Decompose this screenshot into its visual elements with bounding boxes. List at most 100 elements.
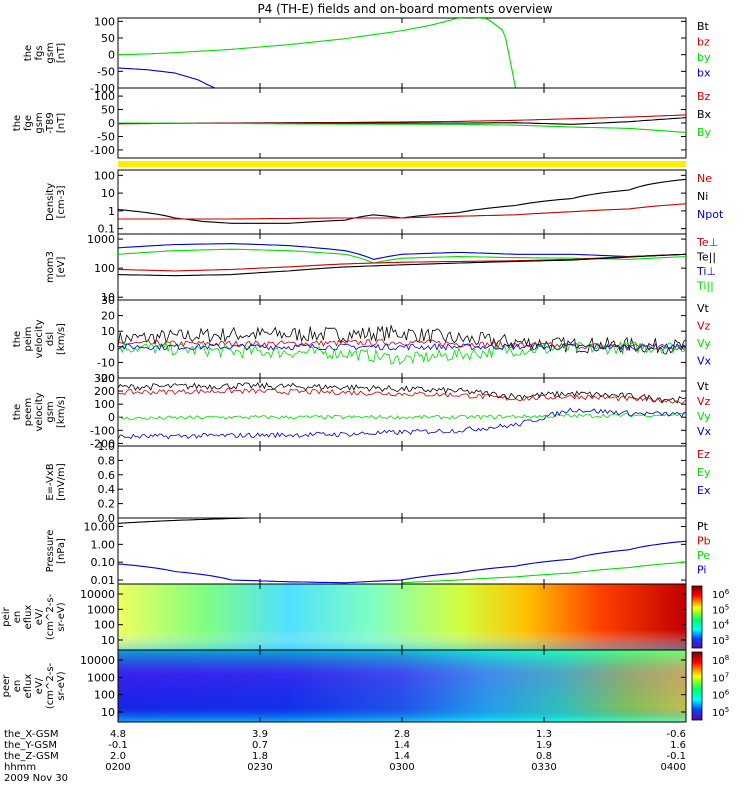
- y-tick-label: 50: [101, 104, 115, 117]
- legend-vt: Vt: [697, 302, 710, 315]
- y-tick-label: 10000: [80, 588, 115, 601]
- colorbar-tick-label: 106: [712, 588, 730, 601]
- ephemeris-value: 1.9: [536, 740, 552, 751]
- series-ti: [118, 243, 686, 260]
- legend-te: Te||: [696, 251, 716, 264]
- series-vy: [118, 340, 686, 365]
- ephemeris-value: 0.8: [536, 751, 552, 762]
- y-tick-label: 1000: [87, 603, 115, 616]
- panel-5: 30 20 10 0 -10 -20 thepeimvelocitydsl[km/s] Vt V…: [12, 294, 712, 385]
- y-tick-label: 0: [108, 411, 115, 424]
- ephemeris-value: 0230: [247, 762, 272, 773]
- panel-frame: [117, 445, 687, 519]
- series-vz: [118, 339, 686, 350]
- legend-ne: Ne: [697, 172, 712, 185]
- panel-1: 100 50 0 -50 -100 thefgsgsm[nT] Bt bz by bx: [23, 15, 711, 95]
- colorbar: [691, 651, 703, 721]
- y-tick-label: 0.10: [91, 556, 116, 569]
- ephemeris-value: -0.1: [666, 751, 686, 762]
- y-tick-label: 0: [108, 341, 115, 354]
- y-tick-label: 0.6: [98, 469, 116, 482]
- legend-ey: Ey: [697, 466, 711, 479]
- y-tick-label: 1.0: [98, 440, 116, 453]
- panel-frame: [117, 299, 687, 379]
- series-ne: [118, 203, 686, 220]
- y-tick-label: -100: [90, 82, 115, 95]
- legend-vx: Vx: [697, 355, 712, 368]
- ephemeris-value: 0200: [105, 762, 130, 773]
- y-axis-label: thefgsgsm[nT]: [23, 42, 67, 63]
- y-axis-label: thepeirenefluxeV/(cm^2-s-sr-eV): [0, 593, 67, 640]
- y-tick-label: 300: [94, 372, 115, 385]
- ephemeris-value: 1.8: [252, 751, 268, 762]
- y-tick-label: 100: [94, 262, 115, 275]
- colorbar-tick-label: 106: [712, 689, 730, 702]
- legend-bz: bz: [697, 36, 710, 49]
- y-tick-label: 1000: [87, 233, 115, 246]
- spectrogram-overlay: [118, 584, 686, 650]
- y-tick-label: 0.8: [98, 454, 116, 467]
- ephemeris-value: 2.0: [110, 751, 126, 762]
- legend-pt: Pt: [697, 520, 709, 533]
- y-tick-label: 1.00: [91, 538, 116, 551]
- legend-ez: Ez: [697, 448, 710, 461]
- y-tick-label: 0: [108, 49, 115, 62]
- legend-te: Te⊥: [696, 236, 718, 249]
- y-axis-label: Density[cm-3]: [45, 183, 67, 221]
- legend-bx: bx: [697, 67, 711, 80]
- legend-by: By: [697, 126, 712, 139]
- colorbar-tick-label: 105: [712, 603, 729, 616]
- legend-ni: Ni: [697, 190, 708, 203]
- ephemeris-value: 1.4: [394, 740, 410, 751]
- y-tick-label: -50: [97, 65, 115, 78]
- y-tick-label: 0.1: [98, 223, 116, 236]
- y-tick-label: 10000: [80, 654, 115, 667]
- ephemeris-row-label: the_Y-GSM: [4, 740, 57, 751]
- y-tick-label: -200: [90, 437, 115, 450]
- ephemeris-value: 0300: [389, 762, 414, 773]
- legend-bt: Bt: [697, 20, 710, 33]
- y-tick-label: 100: [94, 15, 115, 28]
- y-tick-label: -20: [97, 372, 115, 385]
- series-vz: [118, 388, 686, 405]
- legend-by: by: [697, 51, 711, 64]
- y-tick-label: 0.01: [91, 574, 116, 587]
- series-vx: [118, 407, 686, 440]
- y-tick-label: 1000: [87, 671, 115, 684]
- y-tick-label: 1: [108, 205, 115, 218]
- series-vx: [118, 342, 686, 351]
- y-axis-label: thefgegsm-T89[nT]: [12, 112, 67, 134]
- y-tick-label: -100: [90, 424, 115, 437]
- legend-ti: Ti||: [696, 280, 714, 293]
- y-tick-label: 10: [101, 187, 115, 200]
- legend-bz: Bz: [697, 90, 711, 103]
- figure-title: P4 (TH-E) fields and on-board moments ov…: [257, 2, 552, 16]
- series-bx: [118, 67, 215, 88]
- legend-bx: Bx: [697, 108, 712, 121]
- y-tick-label: -50: [97, 130, 115, 143]
- colorbar-tick-label: 104: [712, 619, 730, 632]
- legend-vy: Vy: [697, 337, 711, 350]
- colorbar-tick-label: 107: [712, 671, 729, 684]
- y-tick-label: 50: [101, 32, 115, 45]
- ephemeris-value: -0.1: [108, 740, 128, 751]
- y-axis-label: thepeerenefluxeV/(cm^2-s-sr-eV): [0, 662, 67, 709]
- colorbar-tick-label: 108: [712, 654, 729, 667]
- y-tick-label: 10: [101, 291, 115, 304]
- ephemeris-value: 4.8: [110, 729, 126, 740]
- y-axis-label: thepeimvelocitydsl[km/s]: [12, 319, 67, 358]
- y-tick-label: -100: [90, 144, 115, 157]
- spectrogram-overlay: [118, 650, 686, 722]
- y-tick-label: 10.00: [84, 521, 116, 534]
- date-label: 2009 Nov 30: [4, 773, 68, 784]
- y-axis-label: Pressure[nPa]: [45, 530, 67, 573]
- y-tick-label: 100: [94, 619, 115, 632]
- y-tick-label: 20: [101, 310, 115, 323]
- panel-9: 106 105 104 103 10000 1000 100 10 thepeireneflux…: [0, 583, 730, 651]
- y-tick-label: 0: [108, 117, 115, 130]
- panel-7: 1.00.8 0.60.4 0.20.0 E=-VxB[mV/m] Ez Ey Ex: [45, 440, 711, 525]
- series-vt: [118, 324, 686, 355]
